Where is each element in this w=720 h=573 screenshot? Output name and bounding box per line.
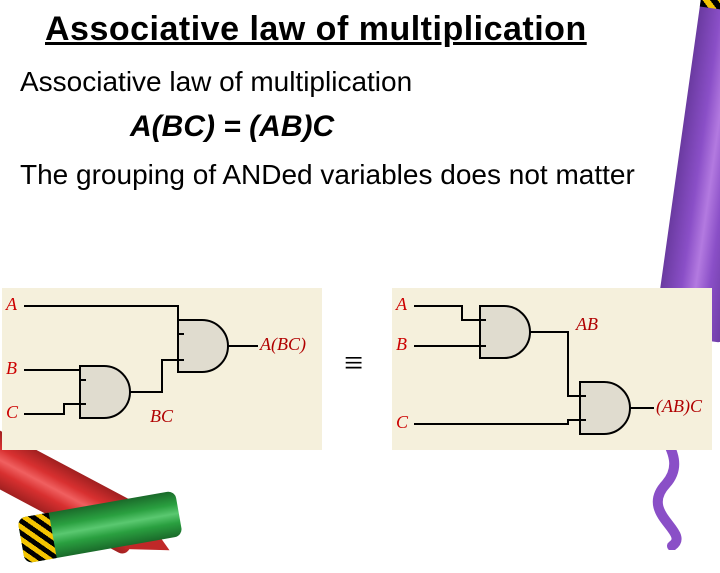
input-label-C-r: C bbox=[396, 412, 408, 433]
gate-output-ABC: A(BC) bbox=[260, 334, 306, 355]
input-label-C: C bbox=[6, 402, 18, 423]
circuit-right-svg bbox=[392, 288, 712, 450]
input-label-B-r: B bbox=[396, 334, 407, 355]
page-title: Associative law of multiplication bbox=[45, 10, 587, 49]
equation: A(BC) = (AB)C bbox=[130, 110, 334, 144]
input-label-A: A bbox=[6, 294, 17, 315]
gate-output-AB: AB bbox=[576, 314, 598, 335]
input-label-A-r: A bbox=[396, 294, 407, 315]
circuit-panel-left: A B C BC A(BC) bbox=[2, 288, 322, 450]
input-label-B: B bbox=[6, 358, 17, 379]
gate-output-ABC-r: (AB)C bbox=[656, 396, 702, 417]
gate-output-BC: BC bbox=[150, 406, 173, 427]
subtitle: Associative law of multiplication bbox=[20, 66, 412, 98]
description-text: The grouping of ANDed variables does not… bbox=[20, 158, 660, 192]
equivalence-symbol: ≡ bbox=[344, 345, 363, 383]
circuit-panel-right: A B C AB (AB)C bbox=[392, 288, 712, 450]
